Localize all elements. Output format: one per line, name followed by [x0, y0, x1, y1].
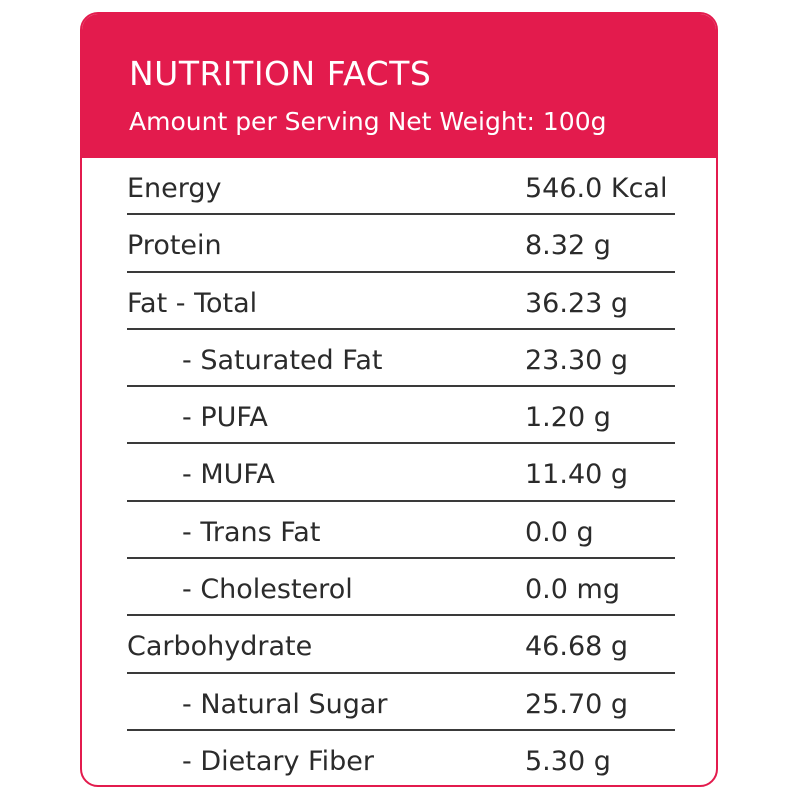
nutrient-row-saturated-fat: - Saturated Fat 23.30 g — [127, 330, 675, 388]
nutrient-row-protein: Protein 8.32 g — [127, 215, 675, 273]
nutrient-row-trans-fat: - Trans Fat 0.0 g — [127, 502, 675, 560]
nutrient-value: 11.40 g — [525, 459, 629, 491]
panel-title: NUTRITION FACTS — [129, 54, 432, 93]
nutrient-table: Energy 546.0 Kcal Protein 8.32 g Fat - T… — [127, 158, 675, 785]
nutrient-value: 0.0 mg — [525, 574, 620, 606]
nutrient-row-carbohydrate: Carbohydrate 46.68 g — [127, 616, 675, 674]
nutrient-row-energy: Energy 546.0 Kcal — [127, 158, 675, 216]
nutrient-value: 8.32 g — [525, 230, 611, 262]
nutrition-facts-panel: NUTRITION FACTS Amount per Serving Net W… — [80, 12, 718, 787]
nutrient-label: - MUFA — [182, 459, 275, 491]
nutrient-label: - PUFA — [182, 402, 268, 434]
nutrient-label: - Dietary Fiber — [182, 745, 374, 777]
serving-info: Amount per Serving Net Weight: 100g — [129, 107, 607, 136]
nutrient-row-pufa: - PUFA 1.20 g — [127, 387, 675, 445]
nutrient-row-dietary-fiber: - Dietary Fiber 5.30 g — [127, 731, 675, 785]
nutrient-label: - Cholesterol — [182, 574, 353, 606]
nutrient-label: - Saturated Fat — [182, 344, 383, 376]
nutrient-value: 0.0 g — [525, 516, 594, 548]
nutrient-value: 546.0 Kcal — [525, 173, 668, 204]
nutrient-label: - Trans Fat — [182, 516, 321, 548]
nutrition-header: NUTRITION FACTS Amount per Serving Net W… — [82, 14, 716, 158]
nutrient-label: Protein — [127, 230, 222, 262]
nutrient-label: Energy — [127, 173, 222, 204]
nutrient-row-cholesterol: - Cholesterol 0.0 mg — [127, 559, 675, 617]
nutrient-row-natural-sugar: - Natural Sugar 25.70 g — [127, 674, 675, 731]
nutrient-value: 25.70 g — [525, 688, 629, 720]
nutrient-value: 5.30 g — [525, 745, 611, 777]
nutrient-row-mufa: - MUFA 11.40 g — [127, 444, 675, 502]
nutrient-value: 46.68 g — [525, 631, 629, 663]
nutrient-label: Fat - Total — [127, 287, 258, 319]
nutrient-value: 1.20 g — [525, 402, 611, 434]
nutrient-row-fat-total: Fat - Total 36.23 g — [127, 273, 675, 330]
nutrient-value: 36.23 g — [525, 287, 629, 319]
nutrient-value: 23.30 g — [525, 344, 629, 376]
nutrient-label: - Natural Sugar — [182, 688, 388, 720]
nutrient-label: Carbohydrate — [127, 631, 313, 663]
